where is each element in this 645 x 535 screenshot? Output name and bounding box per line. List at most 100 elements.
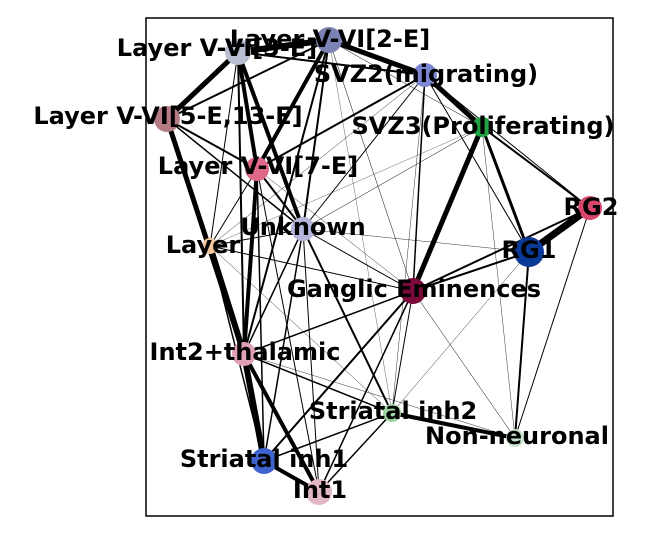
edge-layer [164,37,594,494]
node-l56_5e13e [154,106,180,132]
node-label-svz3: SVZ3(Proliferating) [352,112,615,140]
edge-svz2-rg1 [424,74,530,253]
label-layer: Layer V-VI[3-E]Layer V-VI[2-E] SVZ2(migra… [33,25,618,504]
edge-l56_7e-striatal1 [256,168,265,462]
edge-svz3-rg1 [480,125,531,254]
node-svz2 [413,63,437,87]
edge-l56_3e-svz2 [237,51,426,76]
edge-l56_2e-ganglic [328,39,414,292]
node-l56_3e [225,39,251,65]
edge-l56_2e-unknown [302,39,330,230]
edge-ganglic-striatal2 [391,290,414,414]
edge-int2-striatal1 [241,351,267,464]
node-nonneuronal [506,429,524,447]
edge-rg1-unknown [302,228,530,253]
edge-svz2-l56_7e [256,74,426,170]
node-l56_2e [316,27,342,53]
node-rg1 [514,237,544,267]
node-layer [154,27,602,505]
edge-svz3-layer [209,126,483,247]
node-label-rg2: RG2 [564,193,619,221]
edge-l56_5e13e-l56_7e [166,118,258,170]
edge-layer-ganglic [209,245,414,292]
edge-rg2-nonneuronal [514,207,591,439]
edge-svz3-unknown [302,126,483,230]
node-label-l56_2e: Layer V-VI[2-E] [230,25,430,53]
edge-l56_2e-int2 [243,39,330,355]
edge-l56_7e-ganglic [256,168,414,292]
edge-l56_7e-int1 [256,168,320,493]
node-striatal1 [251,448,277,474]
node-int1 [306,479,332,505]
node-ganglic [400,278,426,304]
edge-l56_3e-int2 [237,51,245,355]
node-label-striatal2: Striatal inh2 [309,397,477,425]
edge-l56_2e-l56_5e13e [166,39,330,120]
node-l56_7e [245,157,269,181]
edge-l56_3e-l56_7e [236,50,259,171]
edge-l56_3e-l56_2e [235,37,332,55]
node-label-striatal1: Striatal inh1 [180,445,348,473]
node-label-layer: Layer [166,231,241,259]
edge-l56_7e-unknown [256,168,304,230]
node-label-svz2: SVZ2(migrating) [314,60,538,88]
edge-ganglic-int2 [243,290,414,355]
edge-unknown-striatal1 [263,228,304,462]
edge-svz3-ganglic [410,124,485,294]
edge-unknown-striatal2 [302,228,393,414]
edge-l56_5e13e-unknown [166,118,304,230]
edge-unknown-layer [209,228,304,247]
node-label-l56_3e: Layer V-VI[3-E] [117,34,317,62]
edge-l56_2e-svz3 [328,39,483,128]
node-label-unknown: Unknown [240,213,365,241]
node-label-l56_5e13e: Layer V-VI[5-E,13-E] [33,102,302,130]
edge-int2-nonneuronal [243,353,516,439]
edge-l56_3e-l56_5e13e [164,49,241,122]
node-rg2 [578,196,602,220]
edge-rg2-ganglic [412,207,591,292]
node-unknown [291,217,315,241]
edge-ganglic-nonneuronal [412,290,516,439]
edge-rg1-striatal2 [391,251,530,414]
node-striatal2 [383,404,401,422]
edge-layer-striatal2 [209,245,393,414]
edge-rg2-svz2 [424,74,591,209]
edge-striatal2-nonneuronal [390,411,517,440]
node-label-l56_7e: Layer V-VI[7-E] [158,152,358,180]
node-int2 [232,342,256,366]
edge-svz2-ganglic [412,74,426,292]
edge-unknown-int2 [243,228,304,355]
edge-layer-int2 [207,243,247,357]
edge-svz2-unknown [302,74,426,230]
node-label-int1: Int1 [293,476,347,504]
edge-l56_2e-l56_7e [255,38,331,171]
edge-svz2-svz3 [422,72,485,130]
node-label-rg1: RG1 [502,236,557,264]
node-label-nonneuronal: Non-neuronal [425,422,609,450]
edge-l56_2e-svz2 [326,37,428,78]
edge-svz3-nonneuronal [481,126,516,439]
node-layer [202,238,218,254]
edge-rg1-ganglic [412,251,530,292]
edge-l56_3e-unknown [236,50,305,231]
edge-l56_7e-int2 [242,167,259,356]
edge-rg1-nonneuronal [514,251,530,439]
edge-int2-int1 [242,352,321,494]
node-svz3 [472,117,492,137]
edge-l56_7e-layer [209,168,258,247]
edge-svz2-striatal2 [391,74,426,414]
edge-ganglic-int1 [318,290,414,493]
edge-svz2-layer [209,74,426,247]
edge-striatal2-striatal1 [263,412,393,462]
node-label-ganglic: Ganglic Eminences [287,275,541,303]
edge-l56_5e13e-layer [166,118,211,247]
edge-striatal2-int1 [318,412,393,493]
edge-int2-striatal2 [243,353,393,414]
edge-svz3-rg2 [481,126,591,209]
edge-unknown-int1 [302,228,320,493]
edge-l56_2e-striatal2 [328,39,393,414]
edge-l56_3e-layer [209,51,239,247]
node-label-int2: Int2+thalamic [150,338,341,366]
edge-unknown-ganglic [302,228,414,292]
